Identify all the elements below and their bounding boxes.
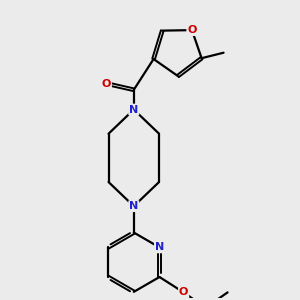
- Text: N: N: [129, 201, 138, 211]
- Text: O: O: [187, 25, 196, 35]
- Text: N: N: [129, 104, 138, 115]
- Text: O: O: [102, 79, 111, 89]
- Text: O: O: [179, 287, 188, 297]
- Text: N: N: [155, 242, 164, 252]
